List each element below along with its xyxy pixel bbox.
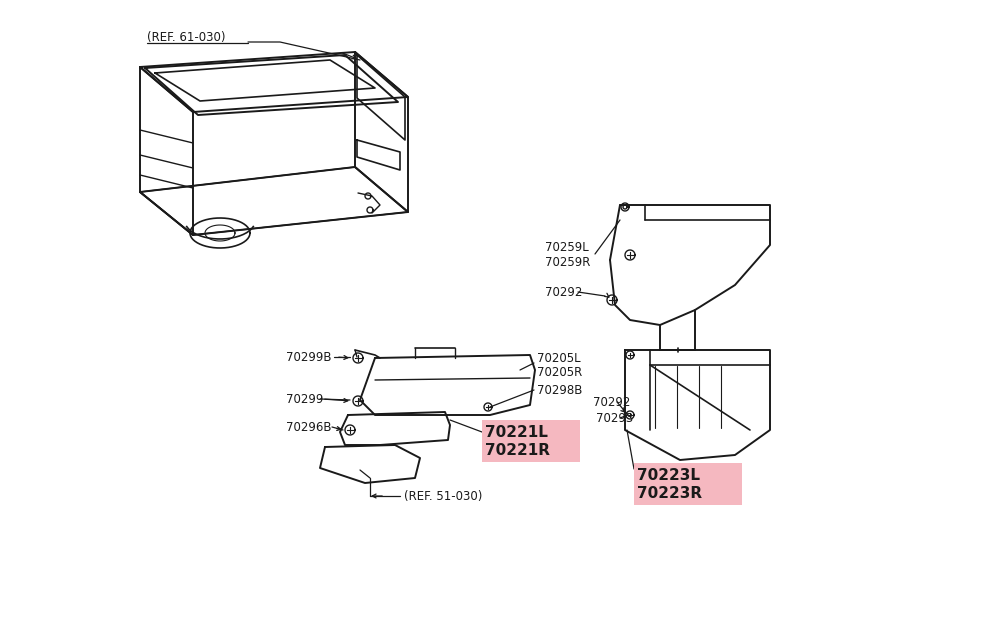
Text: 70221R: 70221R <box>485 442 550 458</box>
Text: 70223L: 70223L <box>637 468 700 482</box>
Text: (REF. 51-030): (REF. 51-030) <box>404 489 482 502</box>
Text: 70293: 70293 <box>596 412 633 424</box>
Text: 70221L: 70221L <box>485 424 548 440</box>
Text: 70205L: 70205L <box>537 351 581 364</box>
Text: 70223R: 70223R <box>637 486 702 500</box>
Text: 70205R: 70205R <box>537 366 582 378</box>
Bar <box>634 463 742 505</box>
Text: 70296B: 70296B <box>286 420 332 433</box>
Text: 70299: 70299 <box>286 392 323 406</box>
Text: 70259R: 70259R <box>545 256 590 268</box>
Text: 70292: 70292 <box>545 286 582 298</box>
Text: 70259L: 70259L <box>545 240 589 254</box>
Bar <box>482 420 580 462</box>
Text: (REF. 61-030): (REF. 61-030) <box>147 31 226 43</box>
Text: 70292: 70292 <box>593 396 630 408</box>
Text: 70299B: 70299B <box>286 351 332 364</box>
Text: 70298B: 70298B <box>537 383 582 397</box>
